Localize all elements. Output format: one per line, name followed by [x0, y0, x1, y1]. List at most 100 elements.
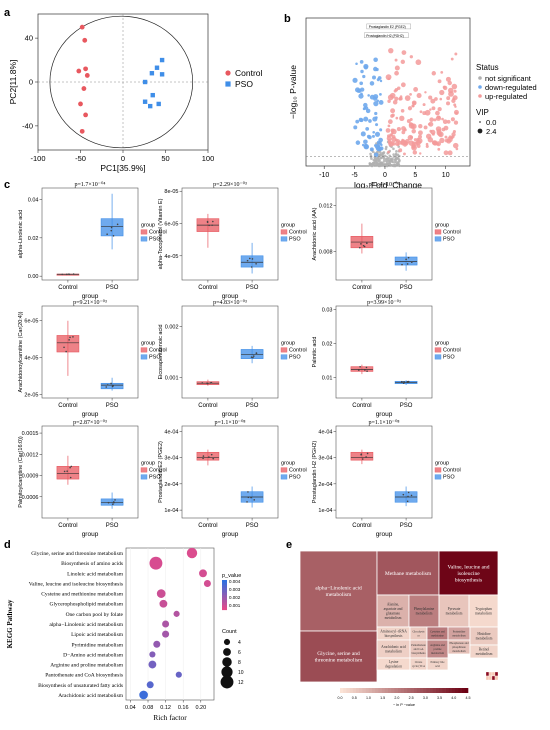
treemap-label-line: Alanine,	[387, 602, 399, 607]
colorbar-segment	[340, 688, 344, 693]
color-legend-swatch	[222, 592, 227, 596]
y-tick-label: 1e-04	[318, 508, 332, 514]
p-value-label: p=1.4×10⁻⁰³	[369, 181, 400, 188]
y-tick-label: 2e-04	[164, 482, 178, 488]
volcano-point-down	[379, 79, 383, 83]
volcano-point-ns	[396, 153, 400, 157]
volcano-point-up	[432, 140, 438, 146]
colorbar-tick-label: 4.5	[466, 696, 471, 700]
box-jitter-point	[206, 220, 209, 223]
volcano-point-up	[401, 126, 406, 131]
x-tick-label: -5	[351, 172, 357, 179]
box-jitter-point	[114, 499, 116, 501]
colorbar-segment	[400, 688, 405, 693]
x-tick-label: 0.08	[143, 705, 154, 711]
volcano-point-ns	[373, 159, 376, 163]
x-tick-label: 0.12	[160, 705, 171, 711]
volcano-point-up	[443, 125, 449, 131]
box-jitter-point	[407, 256, 410, 259]
color-legend-swatch	[222, 595, 227, 598]
x-tick-label: PSO	[400, 523, 413, 529]
pca-point-pso	[149, 71, 155, 76]
pca-point-pso	[142, 79, 148, 85]
treemap-label-line: aspartate and	[384, 607, 403, 611]
pathway-bubble	[148, 660, 157, 669]
y-axis-label: Arachidonic acid (AA)	[312, 207, 318, 260]
treemap-tile-label: Glycolysis or	[413, 631, 425, 638]
size-legend-label: 6	[238, 650, 241, 656]
box-jitter-point	[106, 233, 108, 236]
x-axis-label: Rich factor	[153, 713, 187, 722]
treemap-tile-label: Primary bile acid	[431, 661, 446, 668]
box-jitter-point	[112, 385, 114, 387]
y-tick-label: 8e-05	[164, 189, 178, 195]
box-jitter-point	[402, 382, 405, 384]
box-jitter-point	[405, 258, 407, 261]
color-legend-label: 0.004	[229, 579, 241, 584]
volcano-point-up	[391, 113, 395, 117]
color-legend-swatch	[222, 607, 227, 611]
volcano-point-up	[390, 108, 396, 114]
legend-label: PSO	[443, 237, 455, 243]
pca-point-control	[79, 128, 85, 134]
y-tick-label: 0.0012	[22, 452, 39, 458]
volcano-point-down	[363, 116, 369, 122]
colorbar-segment	[442, 688, 446, 693]
box-jitter-point	[250, 266, 253, 268]
treemap-label-line: Pyrimidine	[453, 631, 466, 634]
box-jitter-point	[63, 346, 65, 349]
volcano-point-up	[445, 76, 451, 82]
volcano-point-up	[431, 132, 435, 136]
box-jitter-point	[208, 456, 210, 458]
volcano-point-down	[373, 57, 378, 63]
y-tick-label: 40	[25, 34, 33, 43]
y-tick-label: 6e-05	[24, 319, 38, 325]
treemap-label-line: metabolism	[385, 650, 402, 654]
volcano-point-up	[439, 97, 443, 101]
x-tick-label: Control	[58, 403, 77, 409]
box-jitter-point	[209, 382, 212, 384]
box-jitter-point	[401, 263, 403, 266]
colorbar-segment	[407, 688, 411, 693]
volcano-point-up	[427, 122, 431, 126]
pathway-bubble	[156, 589, 166, 598]
box-jitter-point	[359, 365, 361, 368]
colorbar-label: − ln P −value	[393, 703, 415, 707]
y-tick-label: 0.0006	[22, 495, 39, 501]
volcano-point-up	[391, 131, 394, 135]
box-jitter-point	[65, 350, 67, 353]
box-jitter-point	[212, 457, 215, 460]
volcano-point-up	[425, 142, 429, 146]
volcano-point-up	[448, 135, 452, 139]
boxplot-panel: p=2.87×10⁻⁰³ 0.0006 0.0009 0.0012 0.0015Palm…	[18, 419, 167, 538]
volcano-point-up	[387, 150, 390, 154]
box-jitter-point	[403, 381, 405, 383]
legend-marker	[478, 94, 482, 98]
pca-point-control	[76, 68, 82, 74]
treemap-tile-label: Histidine metabolism	[476, 632, 493, 641]
volcano-point-ns	[381, 151, 385, 155]
colorbar-segment	[394, 688, 398, 693]
y-tick-label: 0.03	[322, 307, 333, 313]
volcano-point-up	[450, 117, 455, 122]
y-tick-label: 0.0009	[22, 474, 39, 480]
size-legend-marker	[221, 666, 233, 678]
x-tick-label: Control	[58, 285, 77, 291]
volcano-point-up	[409, 135, 413, 139]
treemap-label-line: metabolism	[452, 650, 466, 653]
treemap-label-line: glutamate	[386, 612, 401, 616]
legend-label: PSO	[289, 355, 301, 361]
box-jitter-point	[357, 369, 360, 371]
volcano-point-up	[394, 65, 400, 71]
y-axis-label: Prostaglandin H2 (PGH2)	[312, 441, 318, 504]
volcano-point-down	[353, 125, 358, 130]
colorbar-segment	[378, 688, 382, 693]
box-jitter-point	[69, 336, 71, 339]
volcano-point-up	[455, 111, 458, 115]
volcano-point-up	[418, 134, 422, 139]
legend-marker	[280, 474, 288, 480]
treemap-tile-label: Arachidonic acid metabolism	[381, 645, 406, 654]
volcano-point-down	[355, 119, 360, 124]
box-jitter-point	[366, 242, 368, 244]
boxplot-frame	[335, 305, 433, 399]
